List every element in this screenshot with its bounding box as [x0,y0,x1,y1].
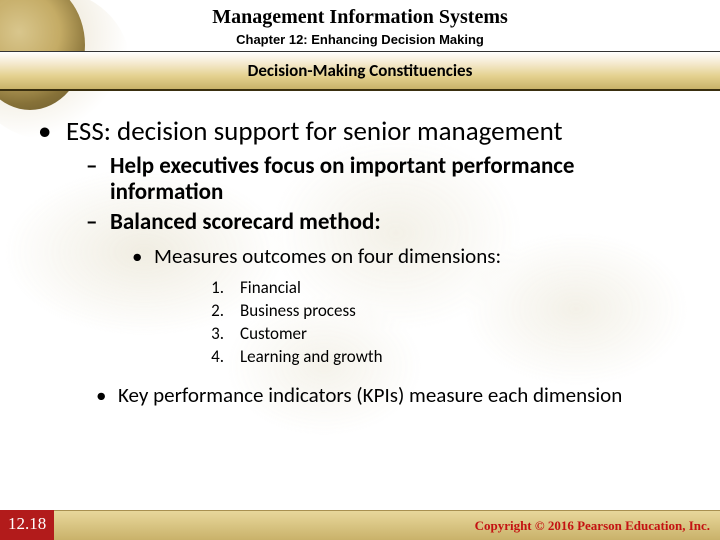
list-text: Learning and growth [240,346,383,369]
book-title: Management Information Systems [0,6,720,29]
list-text: Financial [240,277,301,300]
bullet2-text: Key performance indicators (KPIs) measur… [118,383,622,407]
bullet1-text: ESS: decision support for senior managem… [66,115,563,148]
endash-bullet-icon: – [86,154,100,206]
bullet-level3: • Key performance indicators (KPIs) meas… [38,383,682,407]
list-number: 3. [206,323,224,346]
list-text: Business process [240,300,356,323]
list-number: 4. [206,346,224,369]
numbered-list: 1. Financial 2. Business process 3. Cust… [38,277,682,369]
bullet-level1: • ESS: decision support for senior manag… [38,115,682,148]
list-number: 2. [206,300,224,323]
slide: Management Information Systems Chapter 1… [0,0,720,540]
disc-bullet-icon: • [38,115,52,148]
section-subtitle: Decision-Making Constituencies [248,60,473,81]
sub1-text: Help executives focus on important perfo… [110,154,682,206]
list-item: 4. Learning and growth [206,346,682,369]
disc-bullet-icon: • [96,383,108,407]
slide-content: • ESS: decision support for senior manag… [0,91,720,407]
sub2-1-text: Measures outcomes on four dimensions: [154,243,501,269]
list-item: 2. Business process [206,300,682,323]
list-item: 1. Financial [206,277,682,300]
copyright-text: Copyright © 2016 Pearson Education, Inc. [475,518,710,534]
chapter-label: Chapter 12: Enhancing Decision Making [0,32,720,47]
list-text: Customer [240,323,307,346]
endash-bullet-icon: – [86,210,100,236]
bullet-level2: – Help executives focus on important per… [38,154,682,206]
bullet-level2: – Balanced scorecard method: [38,210,682,236]
slide-number: 12.18 [0,510,54,540]
sub2-text: Balanced scorecard method: [110,210,381,236]
list-item: 3. Customer [206,323,682,346]
slide-header: Management Information Systems Chapter 1… [0,0,720,47]
list-number: 1. [206,277,224,300]
bullet-level3: • Measures outcomes on four dimensions: [38,243,682,269]
subtitle-band: Decision-Making Constituencies [0,51,720,91]
disc-bullet-icon: • [132,243,144,269]
